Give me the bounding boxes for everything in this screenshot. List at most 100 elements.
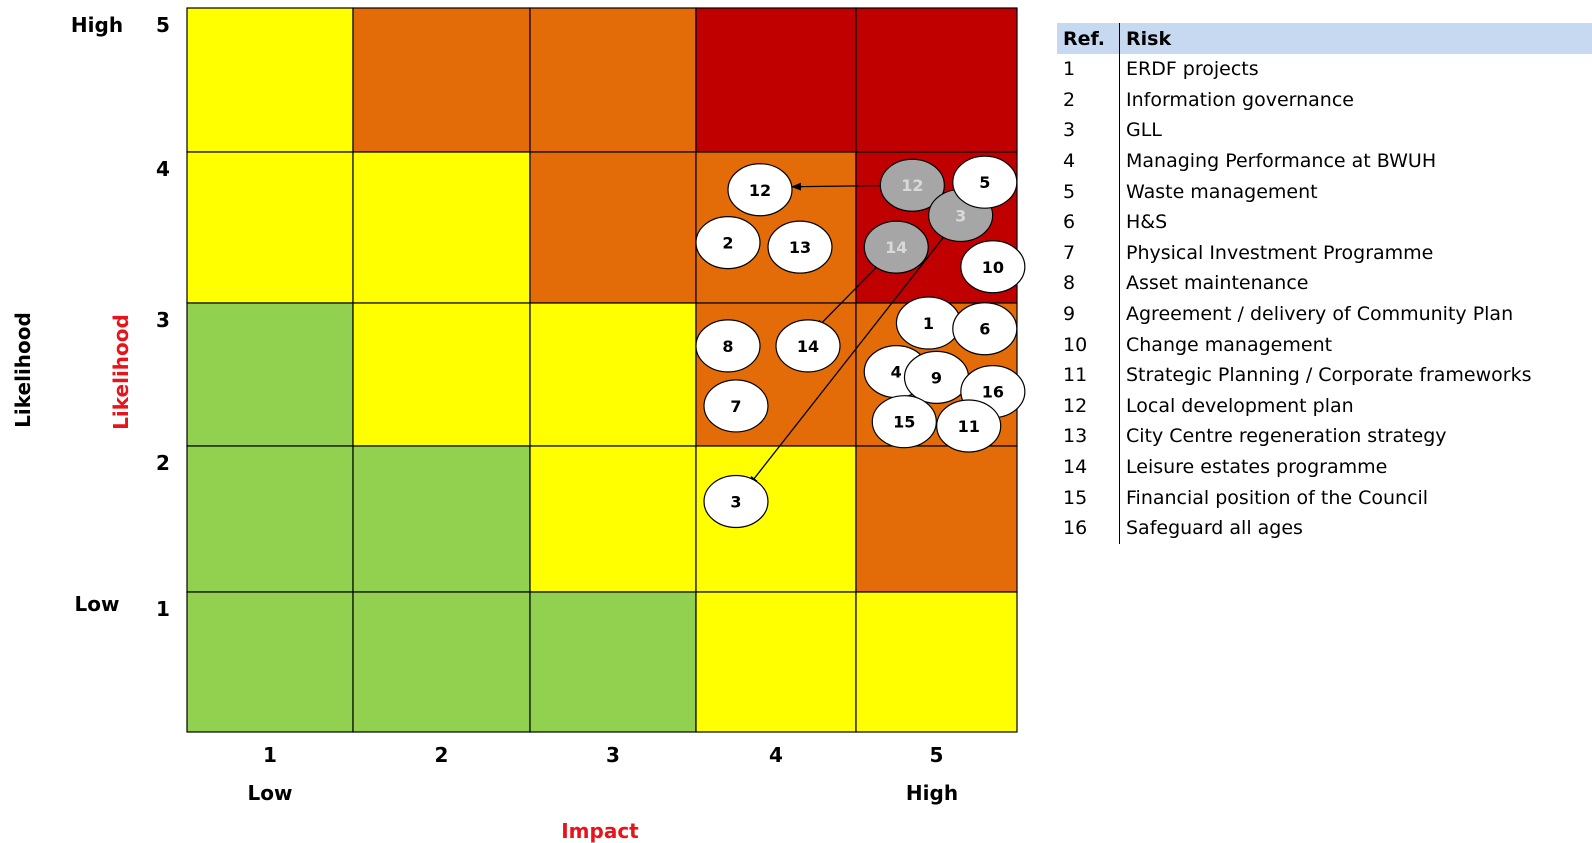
legend-row: 8 Asset maintenance [1057, 268, 1592, 299]
likelihood-tick-label: 2 [156, 451, 170, 475]
legend-ref: 3 [1057, 115, 1120, 146]
matrix-cell [186, 445, 354, 593]
risk-marker-label: 13 [789, 238, 811, 257]
risk-marker-circle [767, 220, 833, 274]
legend-ref: 2 [1057, 84, 1120, 116]
matrix-cell [695, 7, 857, 153]
risk-marker-label: 5 [979, 173, 990, 192]
legend-row: 10 Change management [1057, 329, 1592, 360]
legend-ref: 9 [1057, 298, 1120, 330]
legend-row: 1 ERDF projects [1057, 54, 1592, 85]
legend-ref: 15 [1057, 482, 1120, 513]
legend-risk: Leisure estates programme [1126, 456, 1388, 479]
risk-marker-circle [703, 379, 769, 433]
risk-marker: 15 [871, 395, 937, 449]
legend-risk: Information governance [1126, 88, 1354, 111]
matrix-cells [186, 7, 1018, 733]
risk-marker-label: 15 [893, 413, 915, 432]
impact-high-label: High [906, 781, 958, 805]
risk-marker-label: 3 [955, 206, 966, 225]
impact-axis-title: Impact [561, 819, 639, 843]
risk-marker-label: 14 [797, 337, 819, 356]
legend-row: 7 Physical Investment Programme [1057, 237, 1592, 269]
legend-row: 5 Waste management [1057, 176, 1592, 207]
legend-rows: 1 ERDF projects 2 Information governance 3 GL… [1057, 54, 1592, 544]
risk-marker: 8 [695, 319, 761, 373]
risk-marker-circle [727, 163, 793, 217]
legend-row: 16 Safeguard all ages [1057, 512, 1592, 544]
legend-ref: 13 [1057, 421, 1120, 452]
legend-risk: Financial position of the Council [1126, 486, 1429, 509]
likelihood-axis-title-inner: Likelihood [109, 314, 133, 430]
legend-ref: 6 [1057, 206, 1120, 238]
legend-row: 4 Managing Performance at BWUH [1057, 145, 1592, 177]
likelihood-low-label: Low [75, 592, 120, 616]
legend-ref: 1 [1057, 54, 1120, 85]
risk-marker: 6 [952, 302, 1018, 356]
legend-row: 14 Leisure estates programme [1057, 451, 1592, 483]
matrix-cell [352, 302, 531, 447]
legend-risk: GLL [1126, 119, 1162, 142]
matrix-cell [186, 302, 354, 447]
impact-tick-label: 4 [769, 743, 783, 767]
legend-ref: 11 [1057, 359, 1120, 391]
impact-ticks: 1 2 3 4 5 [263, 743, 943, 767]
legend-risk: City Centre regeneration strategy [1126, 425, 1447, 448]
risk-marker-label: 1 [923, 314, 934, 333]
likelihood-ticks: 1 2 3 4 5 [156, 13, 170, 621]
previous-risk-marker: 12 [879, 158, 945, 212]
legend-row: 12 Local development plan [1057, 390, 1592, 422]
risk-marker: 10 [960, 240, 1026, 294]
risk-marker-label: 10 [982, 258, 1004, 277]
impact-tick-label: 5 [930, 743, 944, 767]
legend-risk: ERDF projects [1126, 58, 1259, 81]
risk-marker: 5 [952, 155, 1018, 209]
legend-ref: 10 [1057, 329, 1120, 360]
legend-risk: Local development plan [1126, 394, 1354, 417]
legend-risk: Agreement / delivery of Community Plan [1126, 303, 1514, 326]
legend-ref: 8 [1057, 268, 1120, 299]
matrix-cell [186, 7, 354, 153]
matrix-cell [352, 591, 531, 733]
risk-marker-label: 3 [730, 492, 741, 511]
legend-ref: 16 [1057, 512, 1120, 544]
matrix-cell [352, 7, 531, 153]
legend-ref: 5 [1057, 176, 1120, 207]
risk-marker-circle [936, 399, 1002, 453]
legend-header-row: Ref. Risk [1057, 23, 1592, 54]
legend-ref: 4 [1057, 145, 1120, 177]
movement-arrow [748, 215, 962, 487]
legend-row: 9 Agreement / delivery of Community Plan [1057, 298, 1592, 330]
risk-marker-label: 12 [749, 181, 771, 200]
risk-legend: Ref. Risk 1 ERDF projects 2 Information gov… [1057, 23, 1592, 544]
risk-marker-circle [695, 216, 761, 270]
risk-marker-label: 2 [722, 234, 733, 253]
risk-marker-label: 12 [901, 176, 923, 195]
risk-marker-circle [695, 319, 761, 373]
likelihood-high-label: High [71, 13, 123, 37]
likelihood-tick-label: 3 [156, 308, 170, 332]
legend-risk: Waste management [1126, 180, 1318, 203]
matrix-cell [186, 151, 354, 304]
matrix-cell [352, 151, 531, 304]
risk-marker: 1 [895, 296, 962, 350]
legend-header-ref: Ref. [1057, 23, 1120, 54]
risk-marker: 2 [695, 216, 761, 270]
risk-marker: 9 [903, 350, 970, 404]
legend-row: 11 Strategic Planning / Corporate framewo… [1057, 359, 1592, 391]
matrix-cell [855, 591, 1018, 733]
risk-marker-circle [952, 155, 1018, 209]
risk-legend-table: Ref. Risk 1 ERDF projects 2 Information gov… [1057, 23, 1592, 544]
legend-row: 6 H&S [1057, 206, 1592, 238]
risk-marker-circle [952, 302, 1018, 356]
legend-risk: Asset maintenance [1126, 272, 1309, 295]
risk-marker-label: 9 [931, 368, 942, 387]
matrix-cell [529, 445, 697, 593]
legend-ref: 12 [1057, 390, 1120, 422]
legend-row: 15 Financial position of the Council [1057, 482, 1592, 513]
legend-row: 2 Information governance [1057, 84, 1592, 116]
matrix-cell [529, 7, 697, 153]
legend-risk: Managing Performance at BWUH [1126, 150, 1437, 173]
